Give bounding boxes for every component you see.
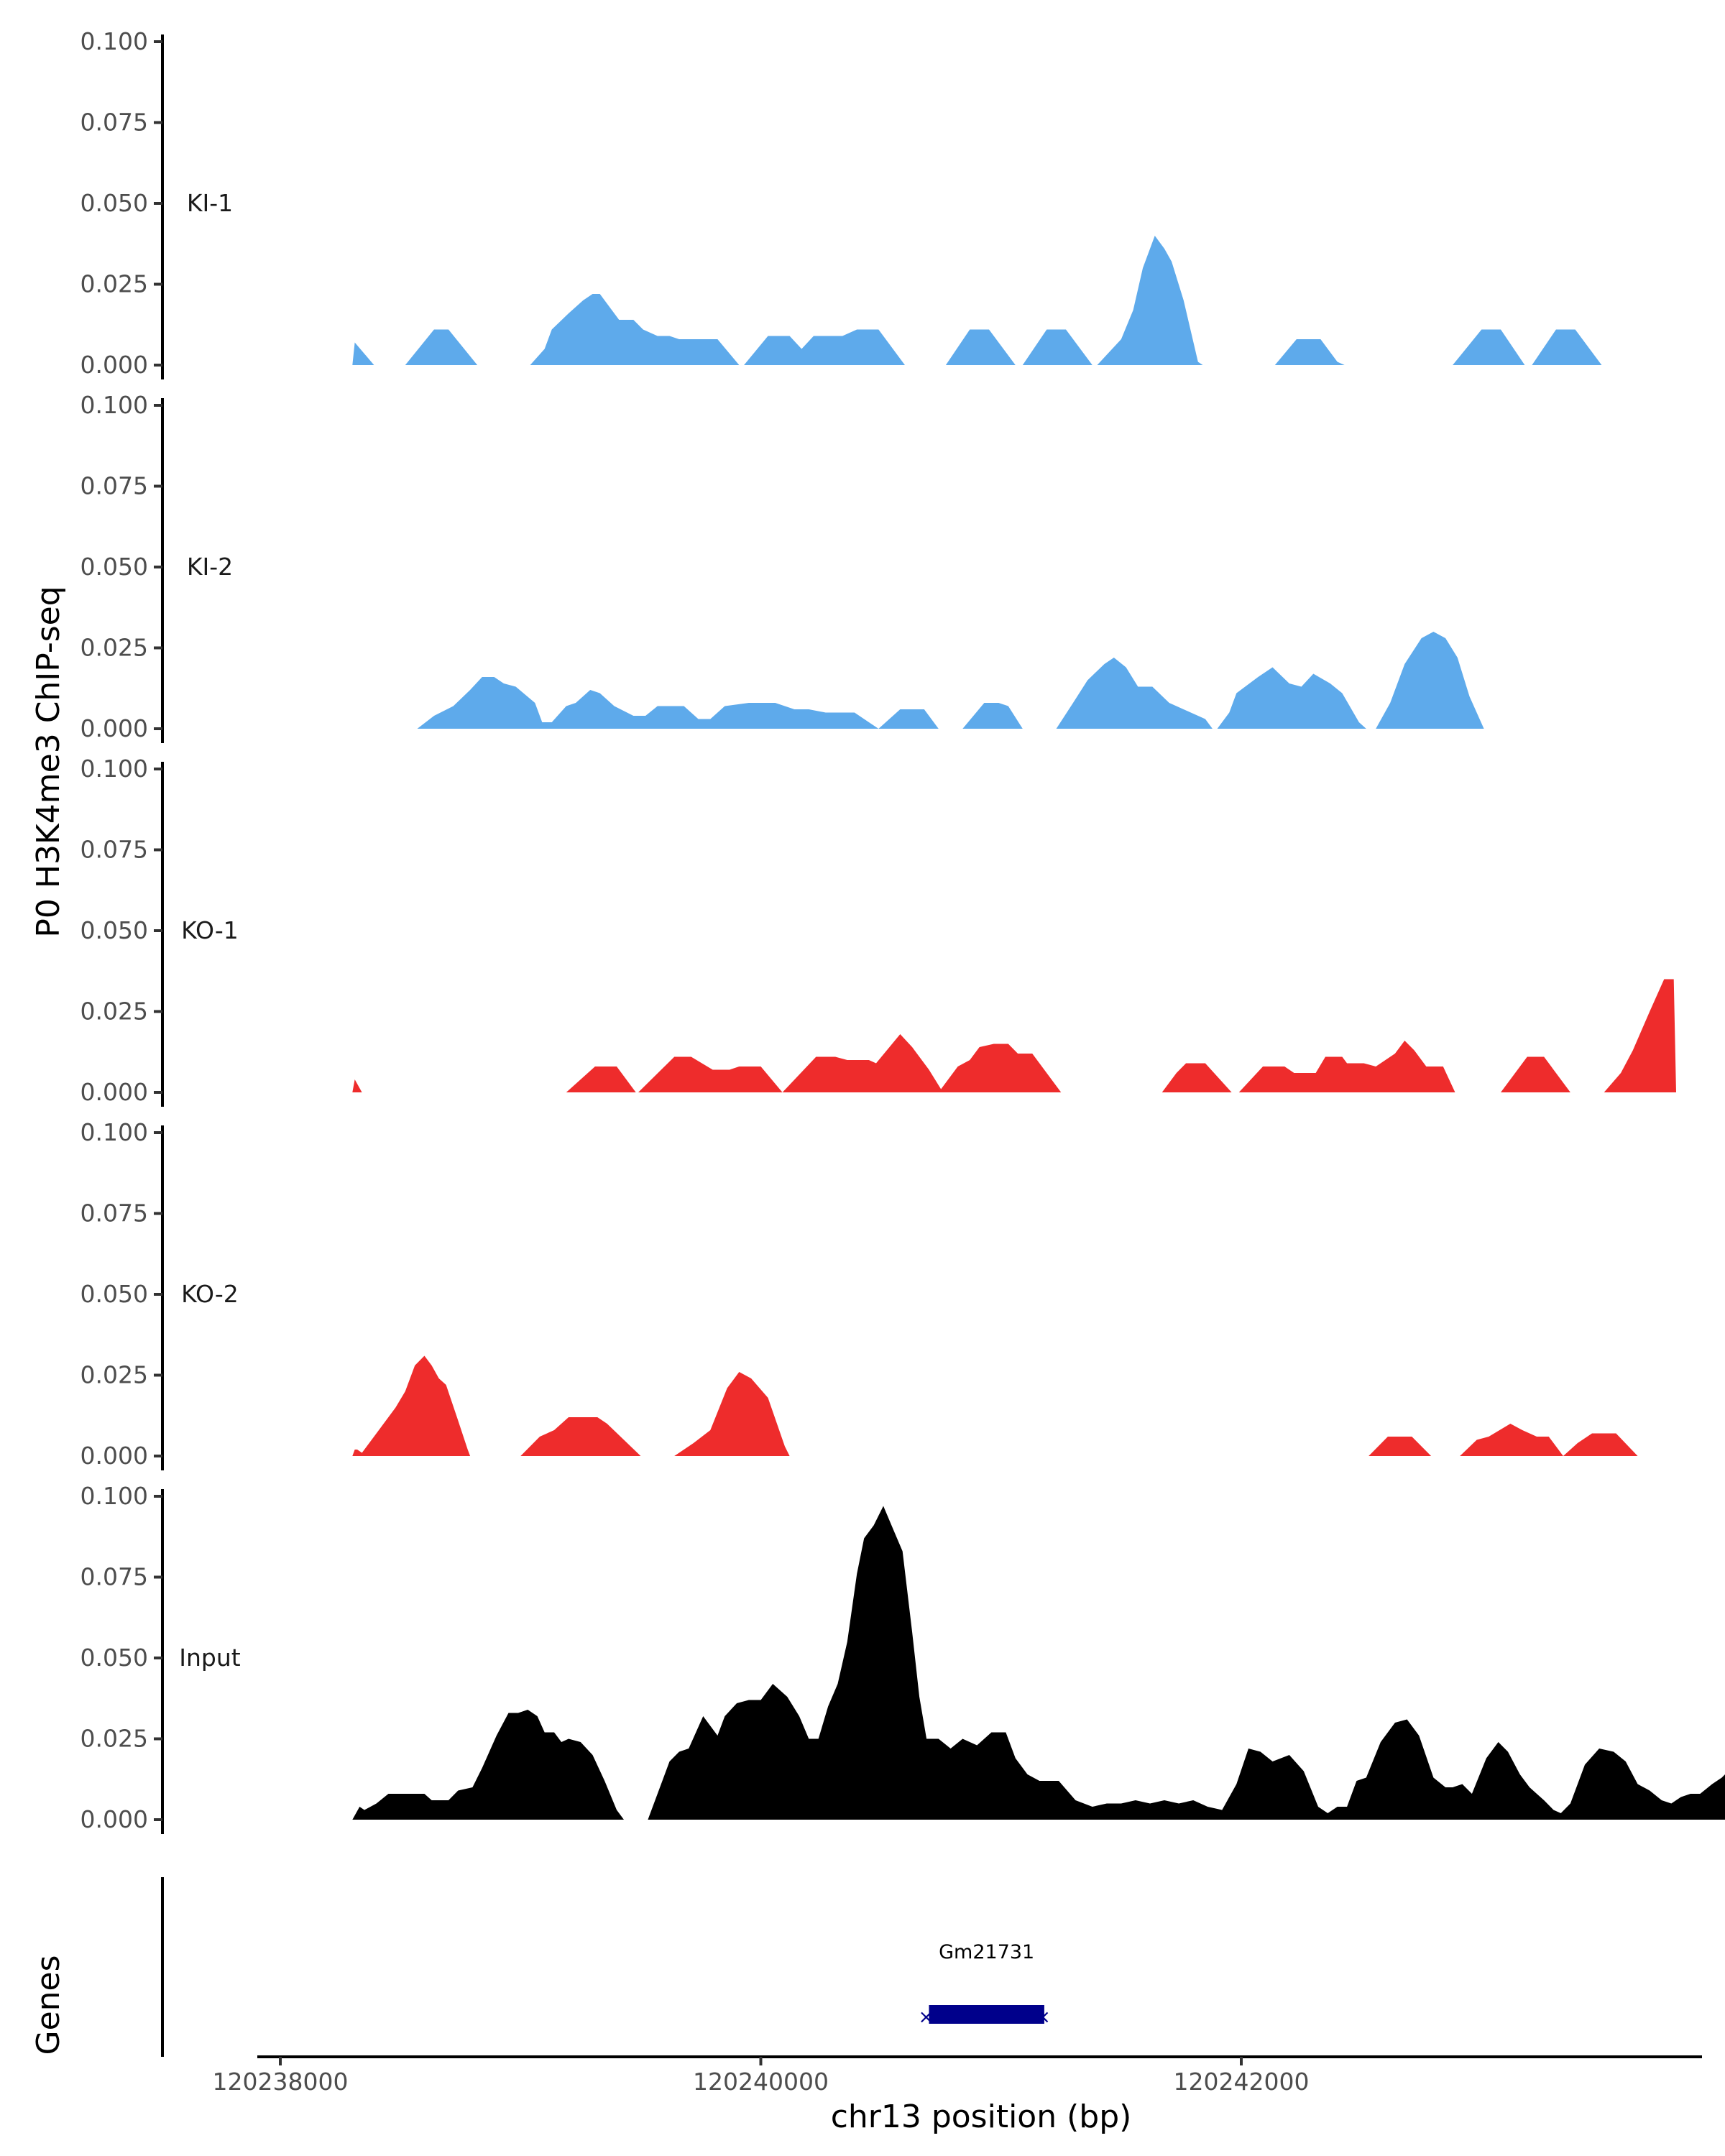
y-tick-label: 0.000	[80, 351, 148, 379]
y-tick-label: 0.000	[80, 1078, 148, 1106]
y-tick-label: 0.050	[80, 916, 148, 944]
y-tick-label: 0.025	[80, 998, 148, 1026]
y-tick-label: 0.075	[80, 1563, 148, 1591]
y-tick-label: 0.000	[80, 1442, 148, 1470]
track-ki-1: 0.000 0.025 0.050 0.075 0.100 KI-1	[80, 27, 1602, 379]
y-tick-label: 0.000	[80, 714, 148, 742]
track-input: 0.000 0.025 0.050 0.075 0.100 Input	[80, 1482, 1725, 1834]
y-tick-label: 0.075	[80, 472, 148, 500]
y-tick-label: 0.100	[80, 27, 148, 55]
gene-strand-mark: ×	[1035, 2007, 1051, 2028]
genes-layer: × × Gm21731	[161, 1877, 1051, 2057]
signal-area	[352, 236, 1602, 365]
y-tick-label: 0.025	[80, 270, 148, 298]
signal-area	[417, 632, 1725, 729]
y-tick-label: 0.100	[80, 391, 148, 419]
track-label: KI-2	[187, 553, 233, 581]
y-tick-label: 0.050	[80, 1280, 148, 1308]
gene-gm21731: × × Gm21731	[919, 1941, 1051, 2028]
gene-strand-mark: ×	[919, 2007, 934, 2028]
track-ko-1: 0.000 0.025 0.050 0.075 0.100 KO-1	[80, 755, 1676, 1107]
y-tick-label: 0.025	[80, 1725, 148, 1753]
y-tick-label: 0.100	[80, 1118, 148, 1146]
signal-area	[352, 979, 1676, 1092]
x-axis: 120238000 120240000 120242000	[213, 2055, 1702, 2096]
track-label: KO-2	[181, 1280, 239, 1308]
x-tick-label: 120238000	[213, 2068, 349, 2096]
y-axis-title: P0 H3K4me3 ChIP-seq	[30, 586, 67, 937]
tracks-layer: 0.0000.0250.0500.0750.100KI-10.0000.0250…	[80, 27, 1725, 1834]
y-tick-label: 0.025	[80, 634, 148, 662]
track-ko-2: 0.000 0.025 0.050 0.075 0.100 KO-2	[80, 1118, 1672, 1470]
y-tick-label: 0.050	[80, 553, 148, 581]
gene-name-label: Gm21731	[939, 1941, 1034, 1963]
track-ki-2: 0.000 0.025 0.050 0.075 0.100 KI-2	[80, 391, 1725, 743]
signal-area	[352, 1506, 1725, 1820]
y-tick-label: 0.075	[80, 836, 148, 864]
y-tick-label: 0.075	[80, 1199, 148, 1227]
gene-body	[929, 2005, 1044, 2024]
x-tick-label: 120242000	[1174, 2068, 1310, 2096]
y-tick-label: 0.100	[80, 755, 148, 783]
track-label: KO-1	[181, 916, 239, 944]
y-tick-label: 0.100	[80, 1482, 148, 1510]
y-tick-label: 0.050	[80, 1644, 148, 1672]
y-tick-label: 0.000	[80, 1805, 148, 1833]
genes-panel-title: Genes	[30, 1955, 67, 2055]
x-tick-label: 120240000	[693, 2068, 829, 2096]
track-label: Input	[179, 1644, 241, 1672]
y-tick-label: 0.075	[80, 109, 148, 137]
signal-area	[352, 1355, 1672, 1456]
x-axis-title: chr13 position (bp)	[831, 2099, 1132, 2135]
track-label: KI-1	[187, 189, 233, 217]
y-tick-label: 0.025	[80, 1361, 148, 1389]
y-tick-label: 0.050	[80, 189, 148, 217]
